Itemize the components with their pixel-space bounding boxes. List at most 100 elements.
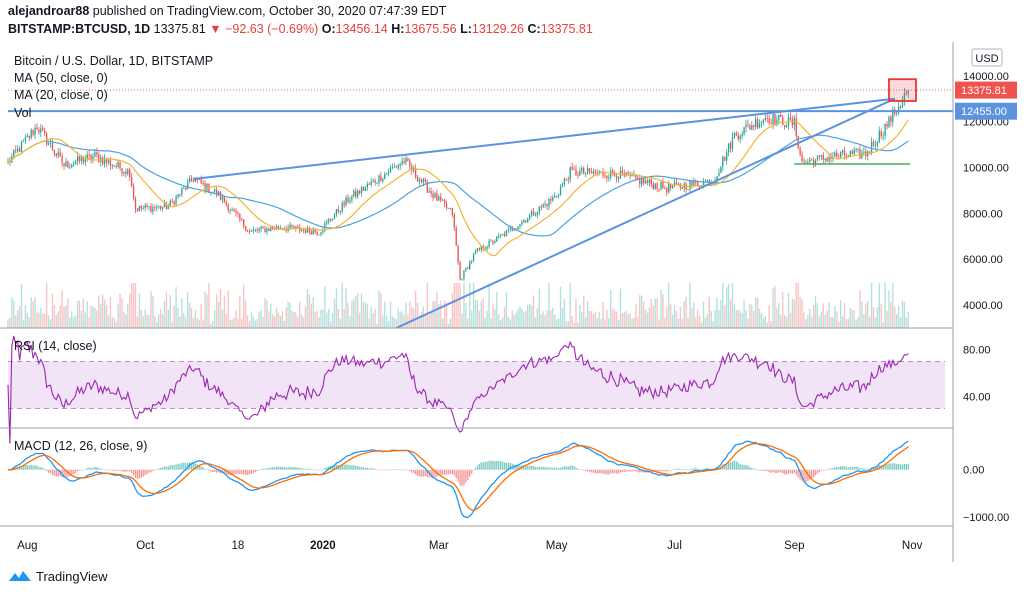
volume-bar [764, 316, 767, 328]
candle-body [470, 260, 473, 262]
author-name[interactable]: alejandroar88 [8, 4, 90, 18]
price-tick-label: 8000.00 [963, 208, 1003, 220]
macd-histogram-bar [299, 467, 301, 470]
candle-body [117, 162, 119, 167]
candle-body [863, 151, 865, 153]
volume-bar [243, 284, 245, 328]
candle-body [69, 167, 71, 168]
candle-body [857, 149, 859, 151]
chart-area[interactable]: Bitcoin / U.S. Dollar, 1D, BITSTAMP MA (… [0, 42, 1027, 562]
time-axis[interactable]: Aug Oct 18 2020 Mar May Jul Sep Nov [17, 540, 923, 552]
volume-bar [335, 288, 338, 328]
candle-body [432, 193, 434, 198]
macd-histogram-bar [364, 467, 367, 470]
volume-bar [127, 303, 129, 328]
volume-bar [272, 314, 274, 328]
volume-bar [237, 318, 239, 328]
price-axis[interactable]: 14000.0012000.0010000.008000.006000.0040… [955, 71, 1017, 524]
macd-histogram-bar [308, 469, 311, 470]
volume-bar [729, 299, 732, 328]
volume-bar [198, 319, 200, 328]
lower-trendline[interactable] [395, 97, 896, 329]
candle-body [24, 137, 27, 141]
candle-body [318, 234, 320, 236]
candle-body [642, 178, 645, 184]
volume-bar [314, 311, 316, 328]
currency-box[interactable]: USD [971, 48, 1003, 67]
candle-body [839, 152, 842, 157]
macd-histogram-bar [239, 469, 241, 475]
macd-histogram-bar [741, 464, 743, 470]
macd-histogram-bar [905, 463, 908, 470]
macd-histogram-bar [117, 469, 119, 471]
candle-body [907, 90, 909, 94]
candle-body [47, 143, 50, 145]
time-tick-label: 2020 [310, 540, 336, 552]
footer-brand[interactable]: TradingView [36, 568, 108, 584]
candle-body [756, 119, 759, 128]
tradingview-logo-icon[interactable] [8, 568, 32, 584]
candle-body [202, 183, 204, 184]
macd-histogram-bar [73, 469, 75, 475]
macd-histogram-bar [867, 468, 869, 470]
macd-histogram-bar [258, 469, 260, 471]
macd-histogram-bar [237, 469, 239, 474]
candle-body [565, 178, 568, 180]
candle-body [63, 163, 65, 166]
price-pane[interactable]: Bitcoin / U.S. Dollar, 1D, BITSTAMP MA (… [7, 54, 953, 329]
macd-histogram-bar [874, 467, 877, 470]
volume-bar [13, 300, 15, 328]
macd-histogram-bar [123, 469, 125, 472]
candle-body [132, 186, 135, 199]
candle-body [818, 155, 821, 157]
volume-bar [503, 306, 506, 328]
volume-bar [409, 301, 411, 328]
candle-body [689, 181, 691, 190]
volume-bar [418, 314, 421, 328]
low-value: 13129.26 [471, 22, 525, 36]
candle-body [646, 180, 649, 183]
candle-body [861, 152, 863, 159]
macd-histogram-bar [754, 468, 757, 470]
volume-bar [617, 320, 620, 328]
volume-bar [780, 314, 782, 328]
macd-histogram-bar [563, 466, 566, 470]
rsi-pane[interactable]: RSI (14, close) [7, 335, 945, 444]
annotations[interactable] [8, 78, 953, 329]
candle-body [312, 230, 314, 235]
macd-histogram-bar [557, 468, 560, 470]
macd-pane[interactable]: MACD (12, 26, close, 9) [7, 439, 909, 519]
macd-histogram-bar [697, 468, 699, 470]
macd-histogram-bar [838, 467, 840, 470]
candle-body [26, 135, 28, 138]
macd-histogram-bar [395, 469, 397, 471]
macd-histogram-bar [100, 468, 102, 470]
candle-body [198, 179, 200, 180]
level-price-tag-bg[interactable] [955, 102, 1017, 120]
highlight-box[interactable] [888, 78, 917, 102]
macd-histogram-bar [384, 469, 386, 471]
macd-histogram-bar [613, 469, 616, 474]
candle-body [212, 191, 214, 193]
macd-histogram-bar [527, 466, 529, 470]
macd-histogram-bar [868, 468, 871, 470]
candle-body [503, 233, 506, 237]
macd-histogram-bar [496, 460, 498, 470]
volume-bar [401, 311, 403, 328]
candle-body [250, 230, 253, 232]
candle-body [590, 171, 593, 174]
macd-histogram-bar [896, 463, 898, 470]
macd-histogram-bar [457, 469, 459, 482]
candle-body [428, 191, 430, 193]
last-price-tag-bg[interactable] [955, 81, 1017, 99]
volume-bar [766, 322, 768, 328]
time-tick-label: Jul [667, 540, 682, 552]
volume-bar [668, 283, 670, 328]
candle-body [273, 228, 276, 230]
volume-bar [629, 313, 631, 328]
volume-bar [212, 321, 214, 328]
volume-bar [563, 299, 566, 328]
candle-body [772, 113, 774, 125]
macd-histogram-bar [78, 469, 81, 471]
volume-bar [47, 315, 50, 328]
